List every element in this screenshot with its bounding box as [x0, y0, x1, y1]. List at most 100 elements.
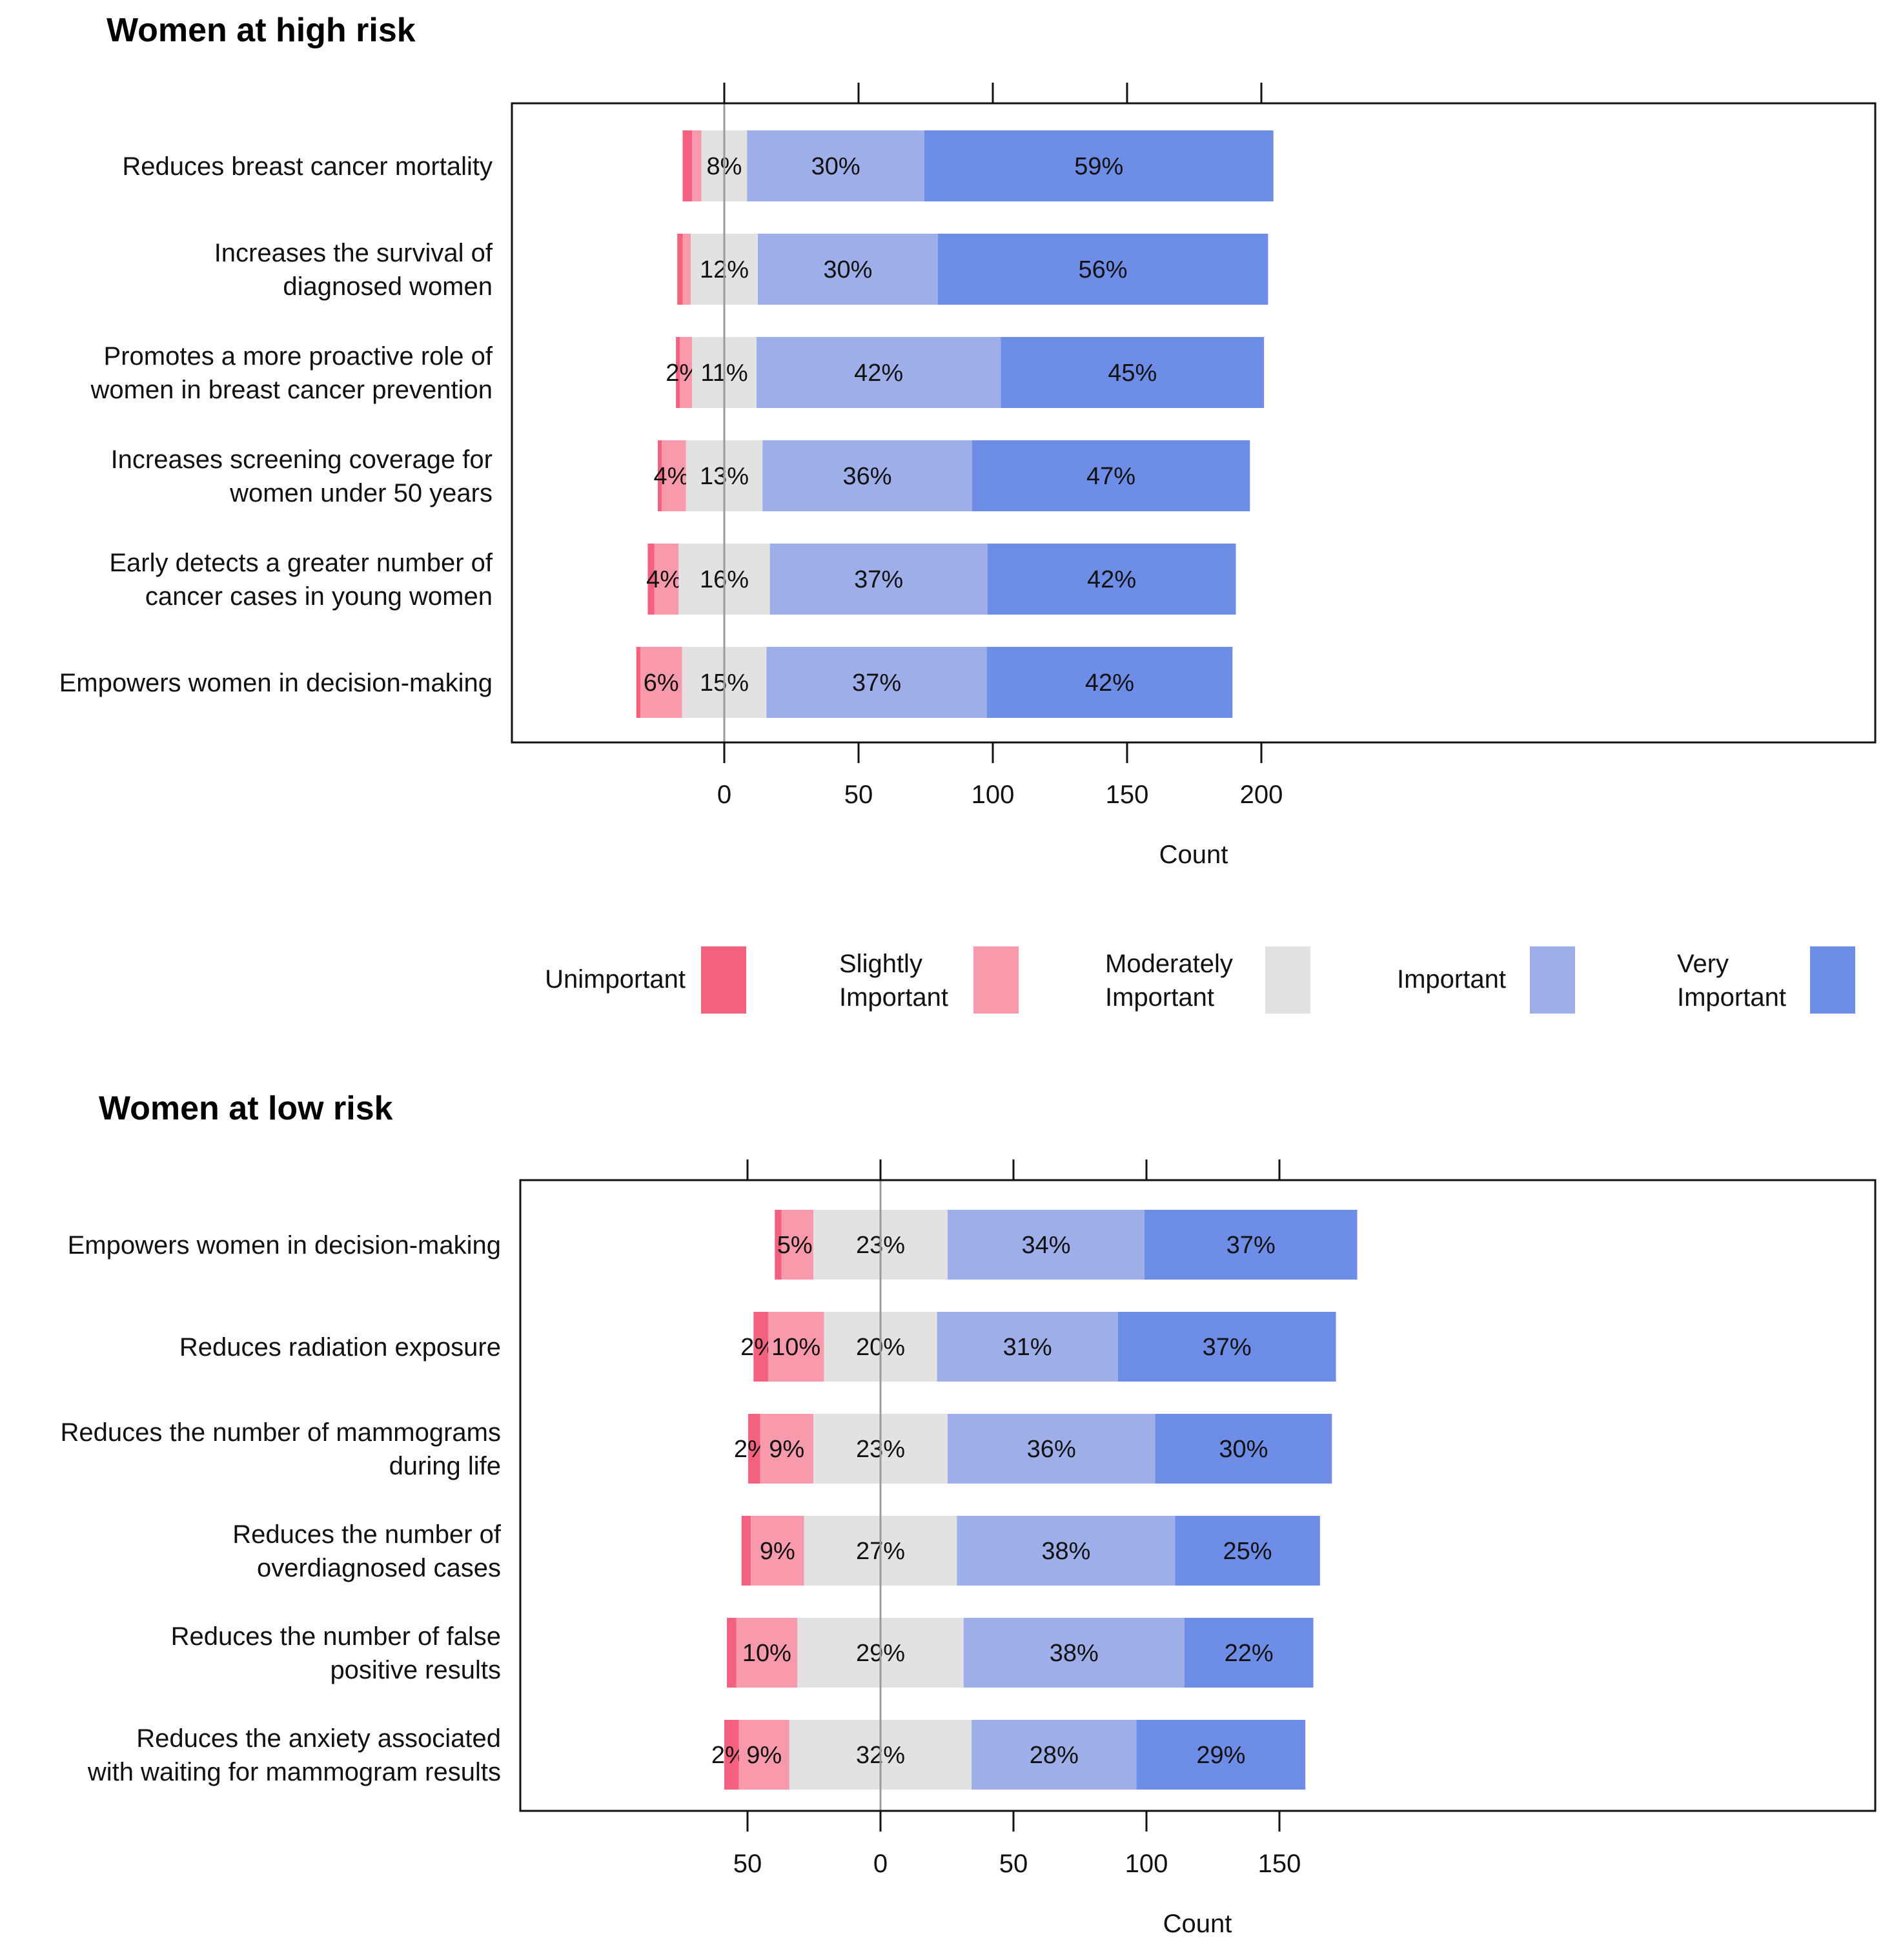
bar-segment [758, 234, 938, 305]
bar-segment [658, 440, 662, 511]
bar-segment [948, 1210, 1145, 1280]
bar-segment [662, 440, 686, 511]
plot-frame [511, 102, 1877, 744]
bar-row: 2% 9% 32% 28% 29%Reduces the anxiety associa… [87, 1720, 1306, 1790]
bar-segment [680, 337, 693, 408]
bar-row: 2% 9% 23% 36% 30%Reduces the number of mammo… [61, 1414, 1332, 1484]
bar-row: 2% 11% 42% 45%Promotes a more proactive rol… [90, 337, 1265, 408]
bar-segment-label: 4% [654, 463, 689, 490]
bar-segment-label: 9% [760, 1538, 795, 1565]
plot-frame [519, 1179, 1877, 1812]
category-label: during life [389, 1452, 501, 1480]
bar-segment [760, 1414, 813, 1484]
bar-segment [1155, 1414, 1332, 1484]
bar-row: 12% 30% 56%Increases the survival ofdiagno… [214, 234, 1268, 305]
legend-item: Slightly Important [839, 946, 1019, 1014]
bar-segment [738, 1720, 789, 1790]
legend: Unimportant Slightly Important Moderately Im… [545, 946, 1855, 1014]
legend-label: Important [1397, 965, 1506, 994]
x-tick-label: 50 [999, 1850, 1028, 1878]
bar-segment [748, 1414, 760, 1484]
bar-segment [692, 130, 702, 201]
bar-segment [724, 1720, 739, 1790]
bar-segment-label: 37% [1203, 1334, 1252, 1361]
bar-segment [963, 1618, 1185, 1688]
bar-segment [768, 1312, 824, 1382]
bar-segment-label: 29% [1196, 1742, 1245, 1769]
bar-segment [636, 647, 640, 718]
bar-segment [676, 337, 680, 408]
bar-segment-label: 5% [777, 1232, 813, 1259]
bar-segment [972, 1720, 1137, 1790]
category-label: Reduces the number of mammograms [61, 1418, 502, 1447]
bar-segment-label: 10% [771, 1334, 820, 1361]
category-label: women under 50 years [229, 479, 493, 507]
bar-segment-label: 36% [842, 463, 891, 490]
bar-segment [647, 544, 655, 615]
x-tick-label: 50 [844, 781, 873, 809]
legend-label: Important [839, 983, 948, 1012]
legend-swatch [1265, 946, 1310, 1014]
legend-label: Very [1677, 950, 1729, 978]
legend-swatch [1810, 946, 1855, 1014]
x-tick-label: 100 [1125, 1850, 1168, 1878]
legend-item: Moderately Important [1105, 946, 1310, 1014]
bar-segment-label: 47% [1086, 463, 1135, 490]
bar-row: 2%10% 20% 31% 37%Reduces radiation exposure [179, 1312, 1336, 1382]
category-label: Reduces the anxiety associated [136, 1724, 501, 1753]
category-label: Empowers women in decision-making [68, 1231, 501, 1260]
x-axis-label: Count [1163, 1910, 1232, 1938]
bar-segment-label: 42% [854, 360, 903, 387]
bar-segment [987, 544, 1236, 615]
panel-low-risk: Women at low risk 5% 23% 34% 37%Empowers wo… [61, 1090, 1877, 1938]
bar-row: 4% 13% 36% 47%Increases screening coverage … [111, 440, 1250, 511]
bar-segment-label: 56% [1079, 256, 1128, 283]
bar-row: 5% 23% 34% 37%Empowers women in decision-ma… [68, 1210, 1358, 1280]
legend-label: Unimportant [545, 965, 686, 994]
bar-segment-label: 45% [1108, 360, 1157, 387]
bar-row: 10% 29% 38% 22%Reduces the number of falsep… [171, 1618, 1314, 1688]
legend-swatch [973, 946, 1019, 1014]
category-label: overdiagnosed cases [257, 1554, 501, 1582]
bar-segment [986, 647, 1233, 718]
x-tick-label: 0 [873, 1850, 888, 1878]
bar-row: 6% 15% 37% 42%Empowers women in decision-ma… [59, 647, 1233, 718]
bar-segment [769, 544, 988, 615]
bar-segment-label: 9% [769, 1436, 804, 1463]
bar-segment-label: 37% [852, 669, 901, 697]
bar-segment-label: 28% [1030, 1742, 1079, 1769]
legend-item: Unimportant [545, 946, 746, 1014]
bar-segment-label: 42% [1085, 669, 1134, 697]
bar-segment-label: 30% [823, 256, 872, 283]
category-label: Promotes a more proactive role of [104, 342, 493, 371]
bar-segment [640, 647, 682, 718]
bar-segment [948, 1414, 1155, 1484]
bar-segment-label: 34% [1021, 1232, 1070, 1259]
bar-segment-label: 25% [1223, 1538, 1272, 1565]
category-label: Increases the survival of [214, 239, 493, 267]
bar-segment [677, 234, 683, 305]
legend-swatch [1530, 946, 1575, 1014]
bar-segment [1175, 1516, 1320, 1586]
bar-segment [654, 544, 679, 615]
category-label: women in breast cancer prevention [90, 376, 493, 404]
x-tick-label: 100 [972, 781, 1015, 809]
bar-segment [741, 1516, 751, 1586]
bar-segment-label: 42% [1087, 566, 1136, 593]
bar-segment-label: 37% [854, 566, 903, 593]
bar-segment [957, 1516, 1175, 1586]
legend-item: Important [1397, 946, 1575, 1014]
x-tick-label: 50 [733, 1850, 762, 1878]
bar-segment-label: 22% [1225, 1640, 1274, 1667]
legend-swatch [701, 946, 746, 1014]
bar-segment [924, 130, 1274, 201]
bar-segment-label: 10% [742, 1640, 791, 1667]
bar-segment [762, 440, 972, 511]
panel-high-risk: Women at high risk 8% 30% 59%Reduces breas… [59, 12, 1877, 869]
bar-segment-label: 36% [1027, 1436, 1076, 1463]
bar-row: 9% 27% 38% 25%Reduces the number ofoverdiag… [232, 1516, 1320, 1586]
legend-label: Important [1105, 983, 1214, 1012]
bar-segment [1001, 337, 1265, 408]
bar-segment [775, 1210, 782, 1280]
